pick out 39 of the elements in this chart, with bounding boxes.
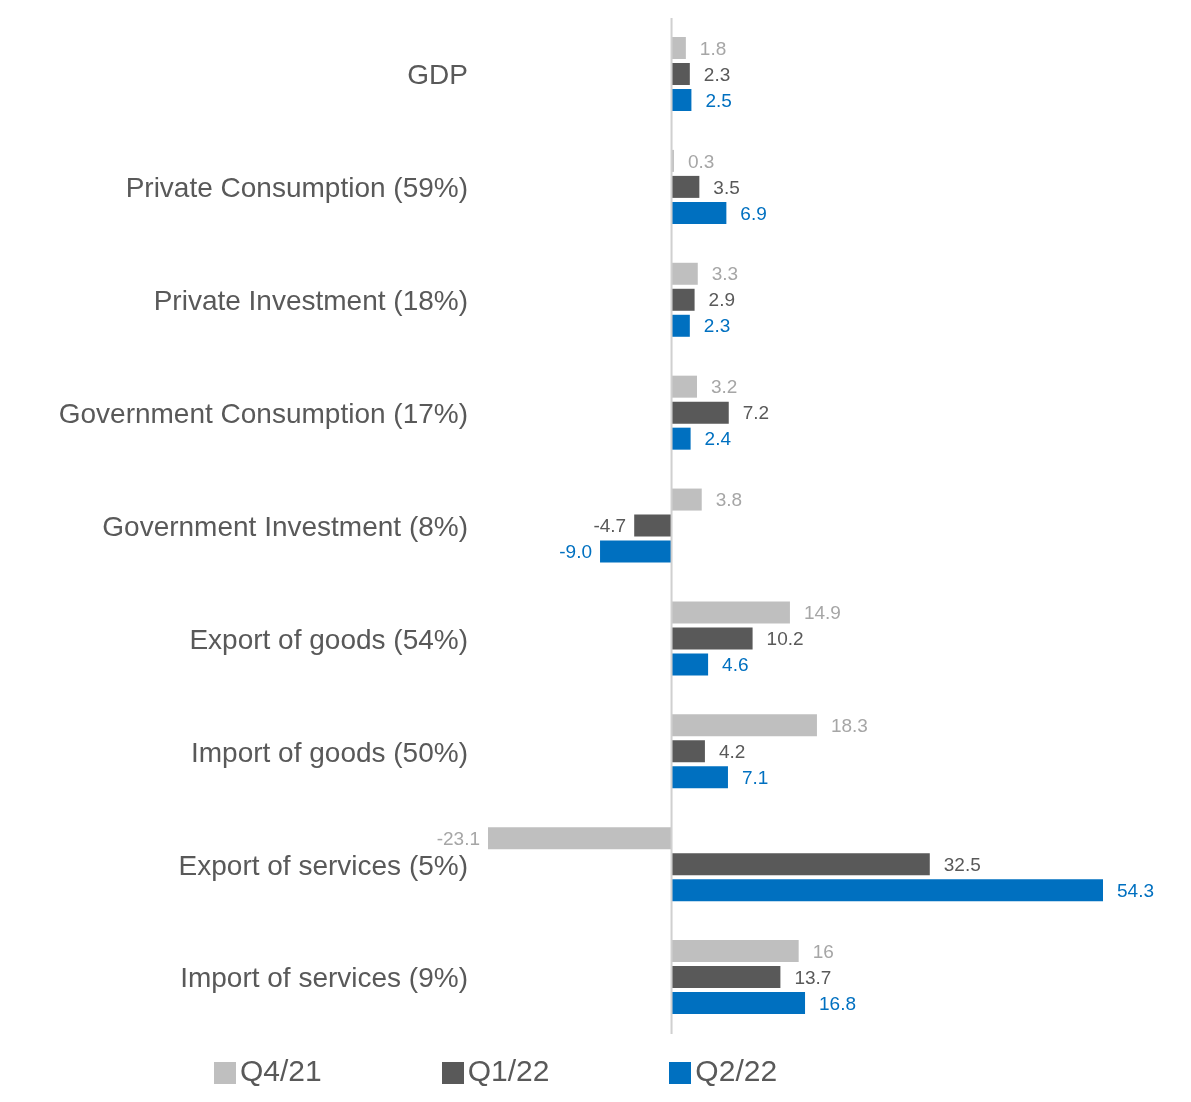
data-label: 1.8 [699,37,727,59]
data-label: 10.2 [766,628,804,650]
data-label: 3.8 [715,489,743,511]
y-tick-label: Export of goods (54%) [189,623,468,655]
data-label: 6.9 [740,202,767,224]
data-label: 32.5 [943,853,981,875]
data-label: 14.9 [803,602,841,624]
data-label: -23.1 [436,827,480,849]
data-label: 2.9 [708,289,736,311]
data-label: 2.3 [703,315,731,337]
legend-label: Q2/22 [695,1054,778,1087]
data-label: 2.3 [703,63,731,85]
data-label: 3.5 [713,176,740,198]
data-label: 13.7 [794,966,832,988]
data-label: 2.4 [704,428,732,450]
y-tick-label: GDP [407,59,468,91]
y-tick-label: Private Consumption (59%) [125,172,468,204]
data-label: 4.6 [722,654,749,676]
legend-label: Q4/21 [239,1054,322,1087]
data-label: 18.3 [830,714,868,736]
data-label: 3.3 [711,263,739,285]
legend-label: Q1/22 [467,1054,550,1087]
y-tick-label: Import of goods (50%) [190,736,468,768]
data-label: 54.3 [1117,879,1154,901]
data-label: 0.3 [687,150,715,172]
y-tick-label: Import of services (9%) [180,962,468,994]
data-label: 16.8 [819,992,857,1014]
data-label: 2.5 [705,89,732,111]
y-tick-label: Government Consumption (17%) [58,398,468,430]
data-label: -9.0 [559,541,593,563]
y-tick-label: Government Investment (8%) [102,510,468,542]
data-label: 16 [812,940,834,962]
data-label: 7.1 [741,766,769,788]
data-label: 7.2 [742,402,770,424]
data-label: 4.2 [718,740,746,762]
data-label: 3.2 [710,376,738,398]
data-label: -4.7 [593,515,627,537]
y-tick-label: Export of services (5%) [178,849,468,881]
y-tick-label: Private Investment (18%) [153,285,468,317]
